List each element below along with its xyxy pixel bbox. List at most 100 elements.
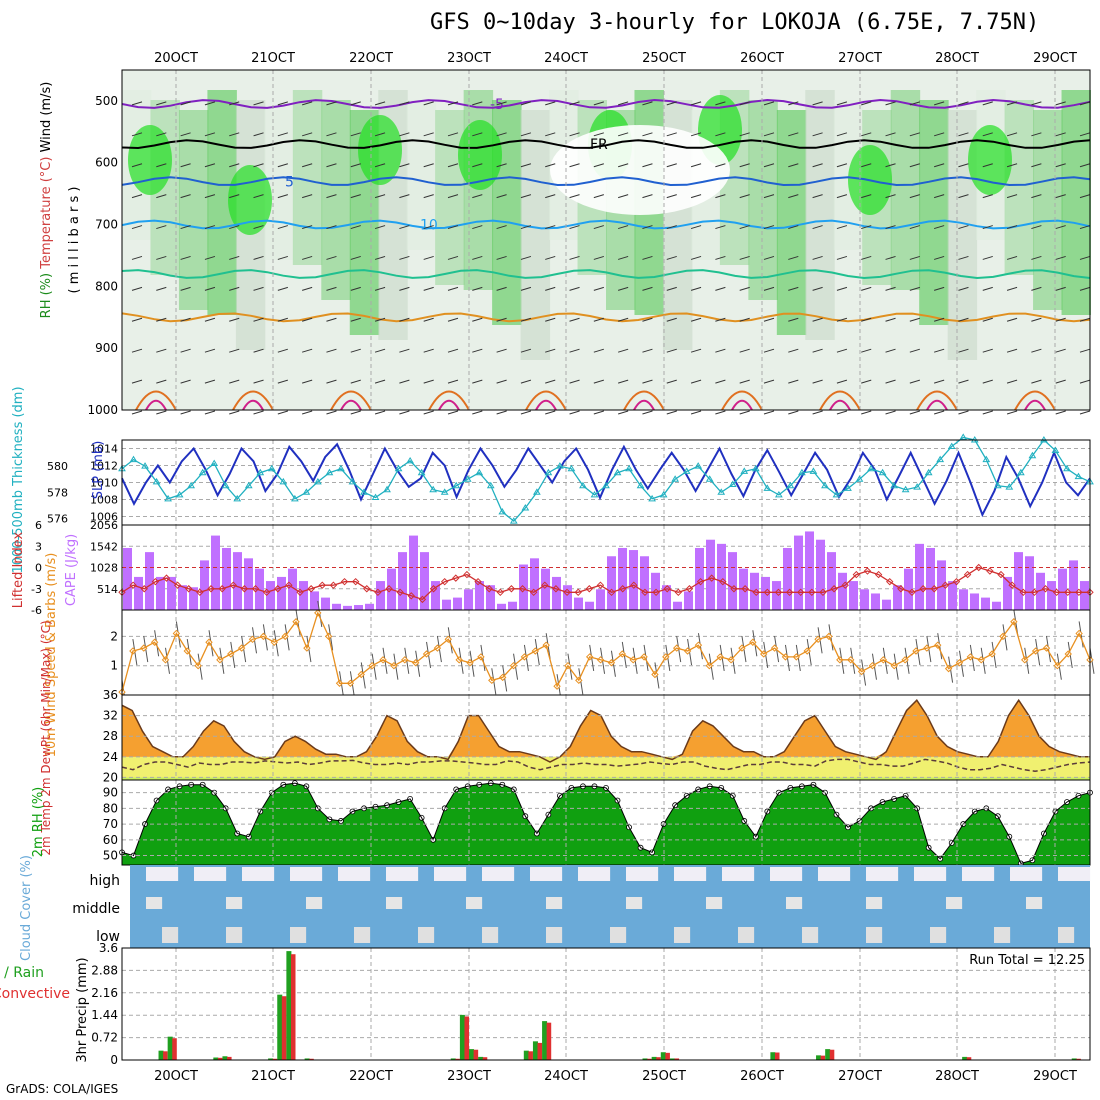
contour-line	[623, 390, 665, 411]
slp-tick-label: 1012	[90, 460, 118, 473]
cloud-high-gap	[594, 867, 611, 881]
convective-bar	[227, 1056, 232, 1060]
wind-barb	[472, 410, 483, 415]
wind-barb	[1006, 225, 1018, 230]
wind-barb	[277, 255, 288, 260]
wind-barb	[763, 225, 775, 230]
rain-bar	[478, 1056, 484, 1060]
wind-barb	[350, 101, 361, 106]
thickness-point	[763, 484, 772, 491]
wind-barb	[763, 132, 775, 137]
wind-barb	[545, 255, 556, 260]
cape-tick-label: 1542	[90, 540, 118, 553]
ylabel-part: Wind (m/s)	[39, 82, 54, 157]
wind-barb	[593, 410, 604, 415]
wind-barb	[423, 410, 434, 415]
wind-barb	[350, 194, 361, 199]
wind-barb	[277, 225, 288, 230]
wind-barb	[1055, 225, 1066, 230]
wind-barb	[326, 410, 337, 415]
bottom-date-label: 23OCT	[447, 1069, 491, 1084]
cape-bar	[607, 556, 616, 610]
wind-barb	[374, 379, 386, 384]
wind-barb	[666, 225, 677, 230]
wind-barb	[739, 163, 750, 168]
cape-bar	[332, 603, 341, 610]
wind-barb	[666, 410, 677, 415]
wind-barb	[1079, 317, 1091, 322]
rh-axis-label: 2m RH (%)	[31, 787, 46, 858]
wind-barb	[861, 225, 872, 230]
cape-bar	[156, 576, 165, 610]
wind-barb	[1031, 101, 1042, 106]
wind-barb	[423, 225, 434, 230]
wind-barb	[593, 255, 604, 260]
wind-barb	[690, 194, 702, 199]
bottom-date-label: 25OCT	[642, 1069, 686, 1084]
wind-barb	[763, 101, 775, 106]
wind-barb	[715, 255, 726, 260]
wind-barb	[253, 255, 264, 260]
wind-barb	[253, 317, 264, 322]
convective-bar	[546, 1022, 552, 1060]
wind-barb	[618, 348, 629, 353]
wind-barb	[788, 348, 799, 353]
wind-barb	[642, 317, 653, 322]
thickness-point	[152, 477, 161, 485]
temp-area	[122, 700, 1090, 757]
lifted-index-point	[507, 585, 516, 593]
wind-barb	[642, 194, 653, 199]
wind-barb	[958, 101, 969, 106]
wind-barb	[618, 317, 629, 322]
wind-barb	[496, 317, 507, 322]
wind-barb	[447, 348, 459, 353]
lifted-index-point	[841, 581, 849, 589]
upper-air-ylabel: RH (%) Temperature (°C) Wind (m/s)	[39, 82, 54, 319]
cloud-axis-label: Cloud Cover (%)	[19, 855, 34, 961]
wind-barb	[156, 163, 167, 168]
wind-barb	[545, 194, 556, 199]
wind-barb	[812, 163, 823, 168]
wind-barb	[690, 410, 702, 415]
contour-line	[145, 399, 167, 411]
cloud-low-gap	[930, 927, 947, 943]
wind-barb	[836, 101, 848, 106]
cloud-high-gap	[642, 867, 659, 881]
cape-bar	[992, 601, 1001, 610]
slp-tick-label: 1014	[90, 443, 118, 456]
wind-barb	[447, 194, 459, 199]
wind-barb	[350, 286, 361, 291]
wind-barb	[156, 225, 167, 230]
wind-barb	[715, 101, 726, 106]
wind-barb	[399, 410, 410, 415]
wind-barb	[520, 348, 532, 353]
convective-bar	[829, 1049, 835, 1060]
contour-line	[535, 399, 557, 411]
wind-barb	[739, 255, 750, 260]
wind-barb	[545, 101, 556, 106]
wind-barb	[180, 132, 191, 137]
lifted-index-point	[1064, 588, 1072, 596]
wind-barb	[788, 163, 799, 168]
wind-barb	[715, 379, 726, 384]
wind-barb	[1031, 163, 1042, 168]
convective-bar	[820, 1055, 826, 1060]
lifted-index-point	[919, 585, 927, 593]
wind-barb	[642, 132, 653, 137]
wind-barb	[545, 286, 556, 291]
thickness-point	[221, 481, 230, 489]
wind-barb	[496, 410, 507, 415]
thickness-point	[1028, 451, 1037, 459]
wind-barb	[447, 132, 459, 137]
thickness-point	[913, 483, 922, 490]
wind-barb	[593, 132, 604, 137]
wind-barb	[180, 379, 191, 384]
cloud-level-label: middle	[72, 901, 120, 917]
wind-barb	[423, 379, 434, 384]
wind-barb	[618, 101, 629, 106]
rh-shading	[805, 90, 835, 340]
wind-barb	[934, 255, 945, 260]
pressure-tick-label: 500	[95, 94, 118, 108]
wind-barb	[812, 286, 823, 291]
cape-bar	[1036, 572, 1045, 610]
